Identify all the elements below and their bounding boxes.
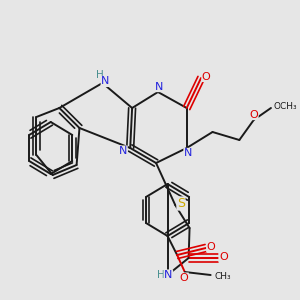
- Text: N: N: [119, 146, 127, 156]
- Text: O: O: [179, 273, 188, 283]
- Text: N: N: [184, 148, 192, 158]
- Text: O: O: [249, 110, 258, 120]
- Text: O: O: [207, 242, 215, 251]
- Text: N: N: [101, 76, 110, 86]
- Text: O: O: [202, 71, 211, 82]
- Text: OCH₃: OCH₃: [274, 102, 297, 111]
- Text: O: O: [219, 251, 228, 262]
- Text: N: N: [164, 270, 172, 280]
- Text: S: S: [177, 197, 185, 210]
- Text: CH₃: CH₃: [215, 272, 232, 281]
- Text: N: N: [155, 82, 164, 92]
- Text: H: H: [96, 70, 104, 80]
- Text: H: H: [158, 270, 165, 280]
